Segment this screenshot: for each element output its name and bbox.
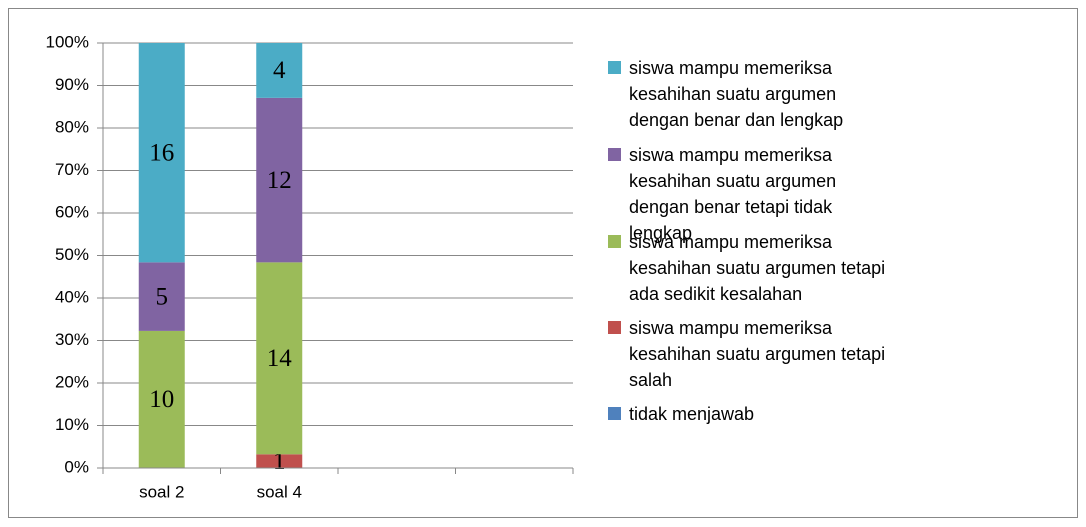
- y-tick-label: 10%: [55, 415, 89, 434]
- legend-swatch: [608, 235, 621, 248]
- x-tick-label: soal 2: [139, 482, 184, 501]
- y-tick-label: 90%: [55, 75, 89, 94]
- data-label: 5: [156, 283, 169, 310]
- bar-segment: [138, 262, 185, 331]
- legend-swatch: [608, 407, 621, 420]
- y-tick-label: 70%: [55, 160, 89, 179]
- legend-entry: siswa mampu memeriksa kesahihan suatu ar…: [608, 315, 898, 393]
- chart-frame: [8, 8, 1078, 518]
- y-tick-label: 80%: [55, 117, 89, 136]
- x-tick-label: soal 4: [257, 482, 302, 501]
- legend-entry: siswa mampu memeriksa kesahihan suatu ar…: [608, 142, 898, 246]
- legend-swatch: [608, 148, 621, 161]
- legend-label: siswa mampu memeriksa kesahihan suatu ar…: [629, 318, 886, 390]
- data-label: 4: [273, 57, 286, 84]
- y-tick-label: 60%: [55, 202, 89, 221]
- data-label: 16: [149, 139, 174, 166]
- y-tick-label: 0%: [64, 457, 89, 476]
- legend-entry: siswa mampu memeriksa kesahihan suatu ar…: [608, 55, 898, 133]
- legend-swatch: [608, 321, 621, 334]
- bar-segment: [138, 43, 185, 263]
- legend-label: siswa mampu memeriksa kesahihan suatu ar…: [629, 232, 886, 304]
- y-tick-label: 100%: [46, 32, 89, 51]
- y-tick-label: 20%: [55, 372, 89, 391]
- legend-entry: tidak menjawab: [608, 401, 898, 427]
- bar-segment: [256, 454, 303, 468]
- bar-segment: [256, 43, 303, 98]
- bar-segment: [138, 330, 185, 468]
- data-label: 10: [149, 386, 174, 413]
- y-tick-label: 30%: [55, 330, 89, 349]
- y-tick-label: 40%: [55, 287, 89, 306]
- legend-label: siswa mampu memeriksa kesahihan suatu ar…: [629, 145, 837, 243]
- legend-swatch: [608, 61, 621, 74]
- y-tick-label: 50%: [55, 245, 89, 264]
- bar-segment: [256, 97, 303, 263]
- legend-label: siswa mampu memeriksa kesahihan suatu ar…: [629, 58, 844, 130]
- bar-segment: [256, 262, 303, 455]
- data-label: 12: [267, 167, 292, 194]
- legend-entry: siswa mampu memeriksa kesahihan suatu ar…: [608, 229, 898, 307]
- legend-label: tidak menjawab: [629, 404, 755, 424]
- data-label: 14: [267, 345, 293, 372]
